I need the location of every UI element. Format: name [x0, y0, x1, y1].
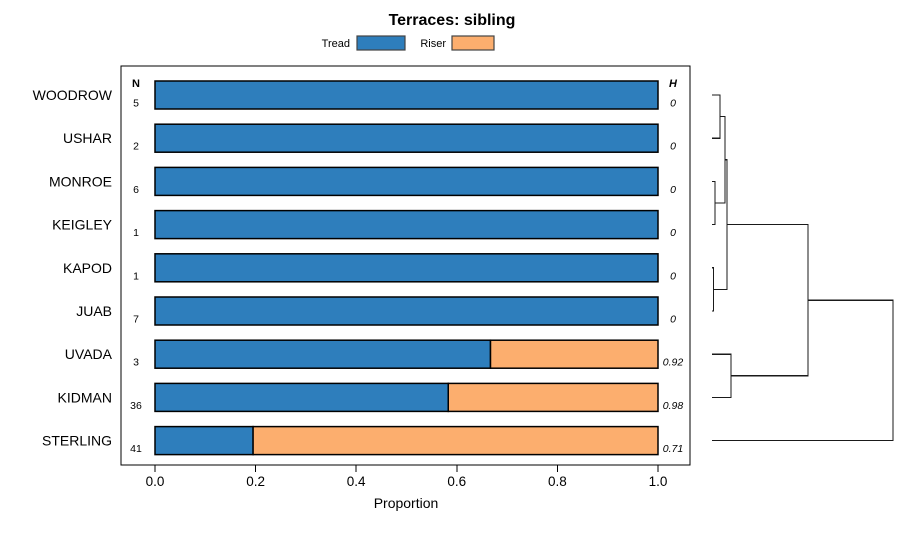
- n-value: 1: [133, 227, 139, 239]
- legend-label-riser: Riser: [420, 38, 446, 50]
- n-value: 3: [133, 357, 139, 369]
- n-column-header: N: [132, 78, 140, 90]
- h-column-header: H: [669, 78, 678, 90]
- x-tick-label: 0.2: [246, 474, 265, 489]
- h-value: 0: [670, 227, 676, 239]
- x-axis: 0.0 0.2 0.4 0.6 0.8 1.0: [146, 465, 668, 489]
- x-tick-label: 0.0: [146, 474, 165, 489]
- h-value: 0.98: [663, 400, 684, 412]
- category-label: KAPOD: [63, 260, 112, 276]
- legend-swatch-riser-icon: [451, 35, 495, 51]
- category-label: UVADA: [65, 346, 113, 362]
- h-values: 0 0 0 0 0 0 0.92 0.98 0.71: [663, 98, 684, 456]
- h-value: 0: [670, 184, 676, 196]
- legend: Tread Riser: [322, 35, 495, 51]
- bar-segment-tread: [154, 166, 659, 197]
- category-labels: WOODROW USHAR MONROE KEIGLEY KAPOD JUAB UVADA K…: [33, 87, 113, 449]
- h-value: 0: [670, 314, 676, 326]
- h-value: 0: [670, 141, 676, 153]
- dendrogram-link: [712, 94, 721, 139]
- bar-segment-riser: [447, 382, 659, 413]
- x-tick-label: 0.4: [347, 474, 366, 489]
- dendrogram: [712, 94, 894, 442]
- bar-segment-tread: [154, 296, 659, 326]
- n-value: 6: [133, 184, 139, 196]
- legend-swatch-tread-icon: [356, 35, 406, 51]
- category-label: JUAB: [76, 303, 112, 319]
- n-value: 41: [130, 443, 142, 455]
- category-label: USHAR: [63, 130, 112, 146]
- category-label: KIDMAN: [58, 389, 112, 405]
- legend-label-tread: Tread: [322, 38, 350, 50]
- dendrogram-link: [712, 267, 715, 312]
- h-value: 0.71: [663, 443, 683, 455]
- bar-segment-tread: [154, 80, 659, 110]
- x-tick-label: 0.6: [447, 474, 466, 489]
- dendrogram-link: [727, 224, 809, 377]
- dendrogram-link: [712, 299, 894, 442]
- category-label: KEIGLEY: [52, 217, 113, 233]
- bar-segment-tread: [154, 253, 659, 283]
- n-value: 5: [133, 98, 139, 110]
- x-tick-label: 1.0: [649, 474, 668, 489]
- bar-segment-tread: [154, 382, 449, 413]
- bars: [154, 80, 659, 456]
- n-value: 2: [133, 141, 139, 153]
- dendrogram-link: [712, 180, 716, 226]
- dendrogram-link: [712, 353, 732, 398]
- h-value: 0: [670, 270, 676, 282]
- chart-title: Terraces: sibling: [389, 12, 516, 29]
- plot-box: [120, 65, 691, 466]
- x-axis-label: Proportion: [374, 495, 439, 511]
- bar-segment-riser: [489, 339, 659, 369]
- category-label: MONROE: [49, 173, 112, 189]
- h-value: 0.92: [663, 357, 684, 369]
- bar-segment-tread: [154, 123, 659, 153]
- category-label: WOODROW: [33, 87, 113, 103]
- h-value: 0: [670, 98, 676, 110]
- n-value: 36: [130, 400, 142, 412]
- bar-segment-tread: [154, 209, 659, 240]
- bar-segment-tread: [154, 425, 254, 456]
- bar-segment-riser: [252, 425, 659, 456]
- n-value: 7: [133, 314, 139, 326]
- n-value: 1: [133, 270, 139, 282]
- category-label: STERLING: [42, 433, 112, 449]
- bar-segment-tread: [154, 339, 492, 369]
- x-tick-label: 0.8: [548, 474, 567, 489]
